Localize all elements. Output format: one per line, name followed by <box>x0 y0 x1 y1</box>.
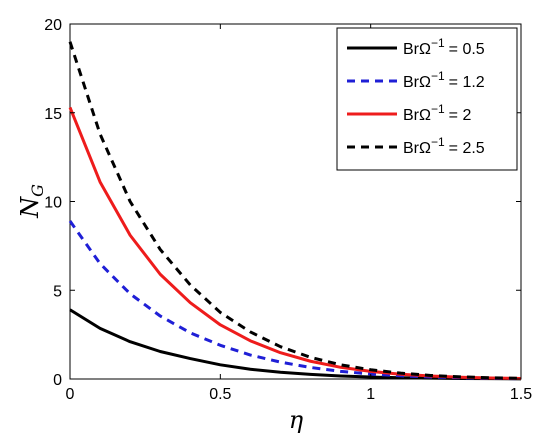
x-tick-label: 1.5 <box>510 386 532 403</box>
y-tick-label: 15 <box>44 106 62 123</box>
series-layer <box>68 41 522 381</box>
legend: BrΩ−1 = 0.5 BrΩ−1 = 1.2 BrΩ−1 = 2 BrΩ−1 = 2.5 <box>336 27 518 171</box>
x-axis-label: η <box>289 406 304 434</box>
x-tick-label: 1 <box>366 386 375 403</box>
y-axis-label-main: N <box>16 196 44 219</box>
y-axis-label-sub: G <box>28 184 47 197</box>
x-tick-label: 0.5 <box>209 386 231 403</box>
series-line-4 <box>68 41 522 380</box>
legend-label-2: BrΩ−1 = 1.2 <box>403 69 485 91</box>
y-tick-label: 5 <box>53 283 62 300</box>
legend-label-4: BrΩ−1 = 2.5 <box>403 135 485 157</box>
y-tick-label: 0 <box>53 372 62 389</box>
tick-layer: 0 0.5 1 1.5 0 5 10 15 20 <box>44 17 532 403</box>
y-tick-label: 20 <box>44 17 62 34</box>
legend-items: BrΩ−1 = 0.5 BrΩ−1 = 1.2 BrΩ−1 = 2 BrΩ−1 = 2.5 <box>347 36 485 157</box>
y-axis-label: NG <box>16 184 47 219</box>
x-tick-label: 0 <box>66 386 75 403</box>
legend-label-3: BrΩ−1 = 2 <box>403 102 471 124</box>
legend-label-1: BrΩ−1 = 0.5 <box>403 36 485 58</box>
y-tick-label: 10 <box>44 195 62 212</box>
